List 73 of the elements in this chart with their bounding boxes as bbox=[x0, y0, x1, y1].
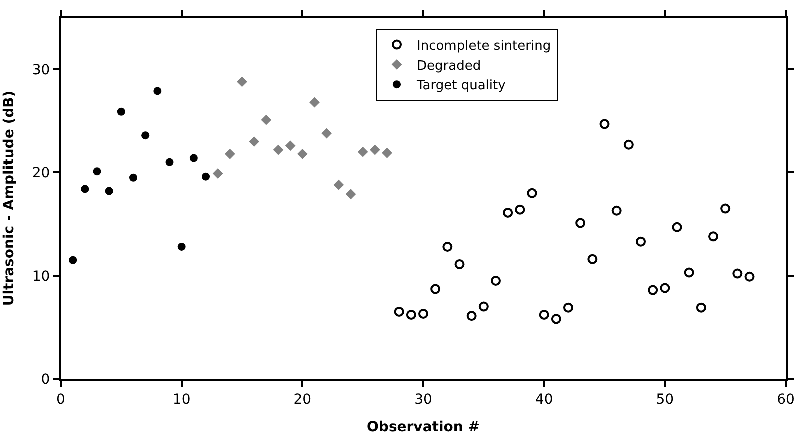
point bbox=[696, 302, 706, 313]
point bbox=[636, 236, 646, 247]
point bbox=[105, 187, 114, 196]
point bbox=[382, 148, 392, 158]
point bbox=[503, 208, 514, 218]
legend-label: Incomplete sintering bbox=[417, 38, 552, 54]
point bbox=[190, 154, 198, 162]
x-tick-label: 10 bbox=[172, 392, 191, 408]
point bbox=[297, 148, 308, 160]
point bbox=[624, 140, 634, 150]
y-tick-label: 0 bbox=[41, 372, 50, 388]
point bbox=[93, 168, 102, 176]
point bbox=[648, 285, 658, 296]
x-tick-label: 50 bbox=[656, 392, 674, 408]
point bbox=[684, 268, 694, 278]
x-tick-label: 40 bbox=[535, 392, 554, 408]
point bbox=[539, 310, 550, 320]
point bbox=[273, 144, 284, 156]
point bbox=[515, 204, 526, 215]
point bbox=[358, 146, 368, 158]
point bbox=[166, 158, 174, 166]
point bbox=[237, 76, 248, 88]
point bbox=[285, 140, 296, 152]
legend-label: Degraded bbox=[417, 58, 482, 74]
point bbox=[576, 218, 586, 228]
y-tick-label: 20 bbox=[32, 166, 50, 182]
x-tick-label: 60 bbox=[777, 392, 795, 408]
point bbox=[478, 302, 489, 312]
y-tick-label: 30 bbox=[32, 62, 50, 78]
point bbox=[394, 306, 404, 317]
point bbox=[310, 97, 320, 108]
point bbox=[370, 144, 380, 156]
point bbox=[334, 180, 344, 190]
point bbox=[732, 268, 743, 279]
x-tick-label: 20 bbox=[294, 392, 312, 408]
point bbox=[249, 136, 260, 147]
point bbox=[261, 114, 272, 126]
point bbox=[660, 283, 670, 294]
y-tick-label: 10 bbox=[32, 268, 50, 285]
legend-label: Target quality bbox=[416, 78, 506, 94]
point bbox=[564, 302, 574, 313]
x-axis-title: Observation # bbox=[367, 420, 480, 436]
point bbox=[454, 260, 465, 270]
point bbox=[466, 311, 477, 322]
point bbox=[551, 314, 562, 324]
point bbox=[224, 148, 236, 160]
point bbox=[442, 242, 453, 252]
point bbox=[527, 188, 538, 198]
point bbox=[154, 87, 162, 96]
point bbox=[744, 272, 755, 282]
point bbox=[117, 108, 126, 116]
y-axis-title: Ultrasonic - Amplitude (dB) bbox=[1, 90, 18, 306]
point bbox=[81, 185, 90, 194]
point bbox=[708, 232, 718, 242]
point bbox=[178, 242, 186, 251]
point bbox=[588, 254, 598, 264]
point bbox=[600, 119, 610, 130]
point bbox=[69, 256, 78, 264]
point bbox=[612, 206, 622, 216]
point bbox=[491, 276, 501, 286]
point bbox=[418, 309, 428, 320]
point bbox=[406, 310, 416, 320]
point bbox=[346, 189, 356, 200]
point bbox=[130, 174, 138, 182]
point bbox=[202, 172, 210, 181]
point bbox=[322, 128, 332, 139]
x-tick-label: 30 bbox=[414, 392, 432, 408]
x-tick-label: 0 bbox=[56, 392, 66, 408]
point bbox=[430, 284, 441, 294]
point bbox=[720, 204, 731, 214]
point bbox=[212, 168, 224, 179]
point bbox=[142, 132, 150, 140]
point bbox=[672, 222, 682, 232]
